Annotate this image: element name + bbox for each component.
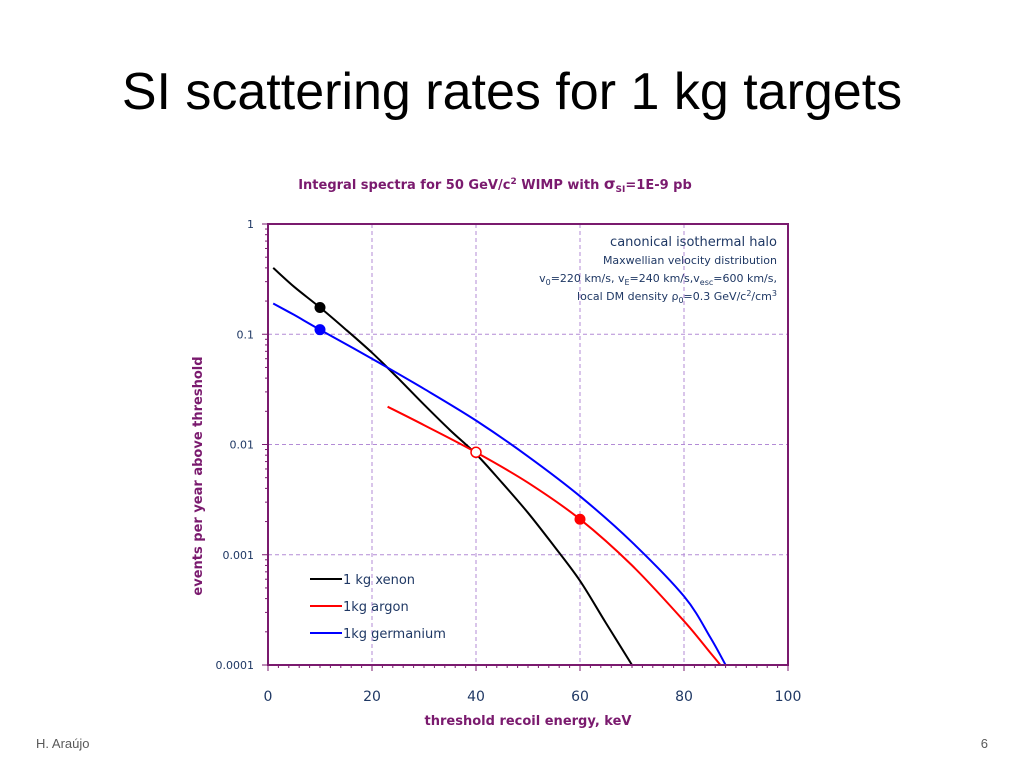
annotation-rho-sub: 0 (678, 296, 683, 305)
slide-title: SI scattering rates for 1 kg targets (121, 63, 903, 121)
annotation-line-1: canonical isothermal halo (610, 235, 777, 250)
data-marker-crossing (470, 446, 482, 459)
data-marker-kgargon (574, 513, 586, 525)
chart-title-sigma-sub: SI (616, 185, 626, 195)
plot-frame (267, 223, 789, 666)
series-line-kgxenon (272, 267, 633, 666)
legend-label-xenon: 1 kg xenon (343, 573, 415, 588)
annotation-cm: /cm (751, 290, 771, 303)
chart-title-sigma: σ (604, 175, 616, 193)
x-tick-label: 100 (775, 689, 802, 705)
y-tick-label: 0.01 (230, 439, 255, 452)
data-marker-kggermanium (314, 324, 326, 336)
data-markers (314, 301, 586, 525)
annotation-cm-sup: 3 (772, 289, 777, 298)
x-axis-label: threshold recoil energy, keV (425, 714, 632, 729)
chart-title-mid: WIMP with (517, 178, 604, 193)
data-marker-kgxenon (314, 301, 326, 313)
annotation-vesc-val: =600 km/s, (713, 272, 777, 285)
legend-label-germanium: 1kg germanium (343, 627, 446, 642)
series-line-kggermanium (272, 302, 727, 666)
x-tick-label: 80 (675, 689, 693, 705)
annotation-vE-val: =240 km/s,v (630, 272, 701, 285)
chart-title-end: =1E-9 pb (625, 178, 691, 193)
annotation-line-3: v0=220 km/s, vE=240 km/s,vesc=600 km/s, (539, 272, 777, 287)
x-tick-label: 40 (467, 689, 485, 705)
annotation-v0-sub: 0 (546, 278, 551, 287)
annotation-c-sup: 2 (746, 289, 751, 298)
legend: 1 kg xenon 1kg argon 1kg germanium (310, 573, 446, 642)
x-tick-label: 20 (363, 689, 381, 705)
annotation-density-val: =0.3 GeV/c (684, 290, 747, 303)
annotation-line-2: Maxwellian velocity distribution (603, 254, 777, 267)
annotation-vesc-sub: esc (700, 278, 714, 287)
y-tick-label: 0.001 (223, 549, 255, 562)
annotation-density: local DM density ρ (577, 290, 678, 303)
annotation-vE-sub: E (624, 278, 629, 287)
annotation-line-4: local DM density ρ0=0.3 GeV/c2/cm3 (577, 289, 777, 305)
y-tick-label: 1 (247, 218, 254, 231)
footer-author: H. Araújo (36, 736, 90, 751)
halo-annotation: canonical isothermal halo Maxwellian vel… (539, 235, 777, 305)
annotation-v0: v (539, 272, 546, 285)
legend-label-argon: 1kg argon (343, 600, 409, 615)
x-tick-label: 60 (571, 689, 589, 705)
page-number: 6 (980, 736, 988, 751)
annotation-v0-val: =220 km/s, v (551, 272, 625, 285)
y-axis-label: events per year above threshold (191, 356, 206, 595)
chart-title-main: Integral spectra for 50 GeV/c (298, 178, 510, 193)
chart-title-sup: 2 (510, 177, 516, 187)
y-tick-label: 0.0001 (216, 659, 255, 672)
grid-lines (268, 224, 788, 665)
x-tick-label: 0 (264, 689, 273, 705)
chart-title: Integral spectra for 50 GeV/c2 WIMP with… (298, 175, 692, 195)
y-tick-label: 0.1 (237, 328, 255, 341)
